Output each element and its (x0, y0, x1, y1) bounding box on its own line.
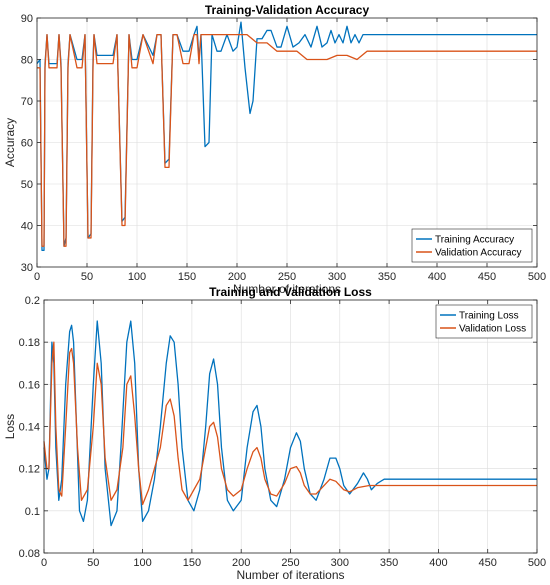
ticks: 0 50 100 150 200 250 300 350 400 450 500 0.08 0.1 0.1… (19, 295, 547, 569)
x-tick-label: 100 (133, 557, 151, 569)
x-tick-label: 300 (331, 557, 349, 569)
x-tick-label: 50 (87, 557, 99, 569)
legend-label: Validation Accuracy (435, 248, 522, 259)
x-tick-label: 200 (232, 557, 250, 569)
x-tick-label: 150 (178, 271, 196, 283)
y-tick-label: 40 (21, 221, 33, 233)
y-tick-label: 50 (21, 179, 33, 191)
x-tick-label: 100 (128, 271, 146, 283)
chart-title: Training-Validation Accuracy (205, 3, 370, 17)
chart-title: Training and Validation Loss (209, 285, 372, 299)
x-axis-label: Number of iterations (233, 282, 341, 296)
legend: Training Accuracy Validation Accuracy (411, 228, 533, 263)
x-tick-label: 450 (478, 271, 496, 283)
y-tick-label: 0.16 (19, 379, 40, 391)
x-tick-label: 0 (41, 557, 47, 569)
x-tick-label: 350 (378, 271, 396, 283)
x-tick-label: 350 (380, 557, 398, 569)
legend-label: Validation Loss (459, 324, 526, 335)
y-tick-label: 0.18 (19, 337, 40, 349)
legend-box (435, 304, 533, 339)
y-tick-label: 0.12 (19, 464, 40, 476)
x-tick-label: 150 (183, 557, 201, 569)
chart-2: 0 50 100 150 200 250 300 350 400 450 500 0.08 0.1 0.1… (3, 285, 546, 582)
x-tick-label: 500 (528, 557, 546, 569)
y-tick-label: 0.14 (19, 422, 40, 434)
y-axis-label: Accuracy (3, 118, 17, 167)
y-tick-label: 70 (21, 96, 33, 108)
x-tick-label: 400 (429, 557, 447, 569)
x-tick-label: 200 (228, 271, 246, 283)
x-tick-label: 0 (34, 271, 40, 283)
ticks: 0 50 100 150 200 250 300 350 400 450 500 30 40 50 60 70… (21, 13, 546, 283)
x-axis-label: Number of iterations (236, 568, 344, 582)
x-tick-label: 250 (281, 557, 299, 569)
series-line-validation-accuracy (37, 33, 537, 247)
x-tick-label: 400 (428, 271, 446, 283)
x-tick-label: 450 (479, 557, 497, 569)
y-tick-label: 90 (21, 13, 33, 25)
legend-label: Training Accuracy (435, 235, 514, 246)
y-tick-label: 0.08 (19, 548, 40, 560)
legend-label: Training Loss (459, 311, 519, 322)
y-tick-label: 60 (21, 138, 33, 150)
legend: Training Loss Validation Loss (435, 304, 533, 339)
y-tick-label: 0.1 (25, 506, 40, 518)
x-tick-label: 500 (528, 271, 546, 283)
x-tick-label: 300 (328, 271, 346, 283)
x-tick-label: 50 (81, 271, 93, 283)
series-line-validation-loss (43, 341, 537, 506)
y-axis-label: Loss (3, 414, 17, 439)
y-tick-label: 30 (21, 262, 33, 274)
chart-1: 0 50 100 150 200 250 300 350 400 450 500 30 40 50 60 70… (3, 3, 546, 296)
x-tick-label: 250 (278, 271, 296, 283)
y-tick-label: 80 (21, 55, 33, 67)
y-tick-label: 0.2 (25, 295, 40, 307)
legend-box (411, 228, 533, 263)
